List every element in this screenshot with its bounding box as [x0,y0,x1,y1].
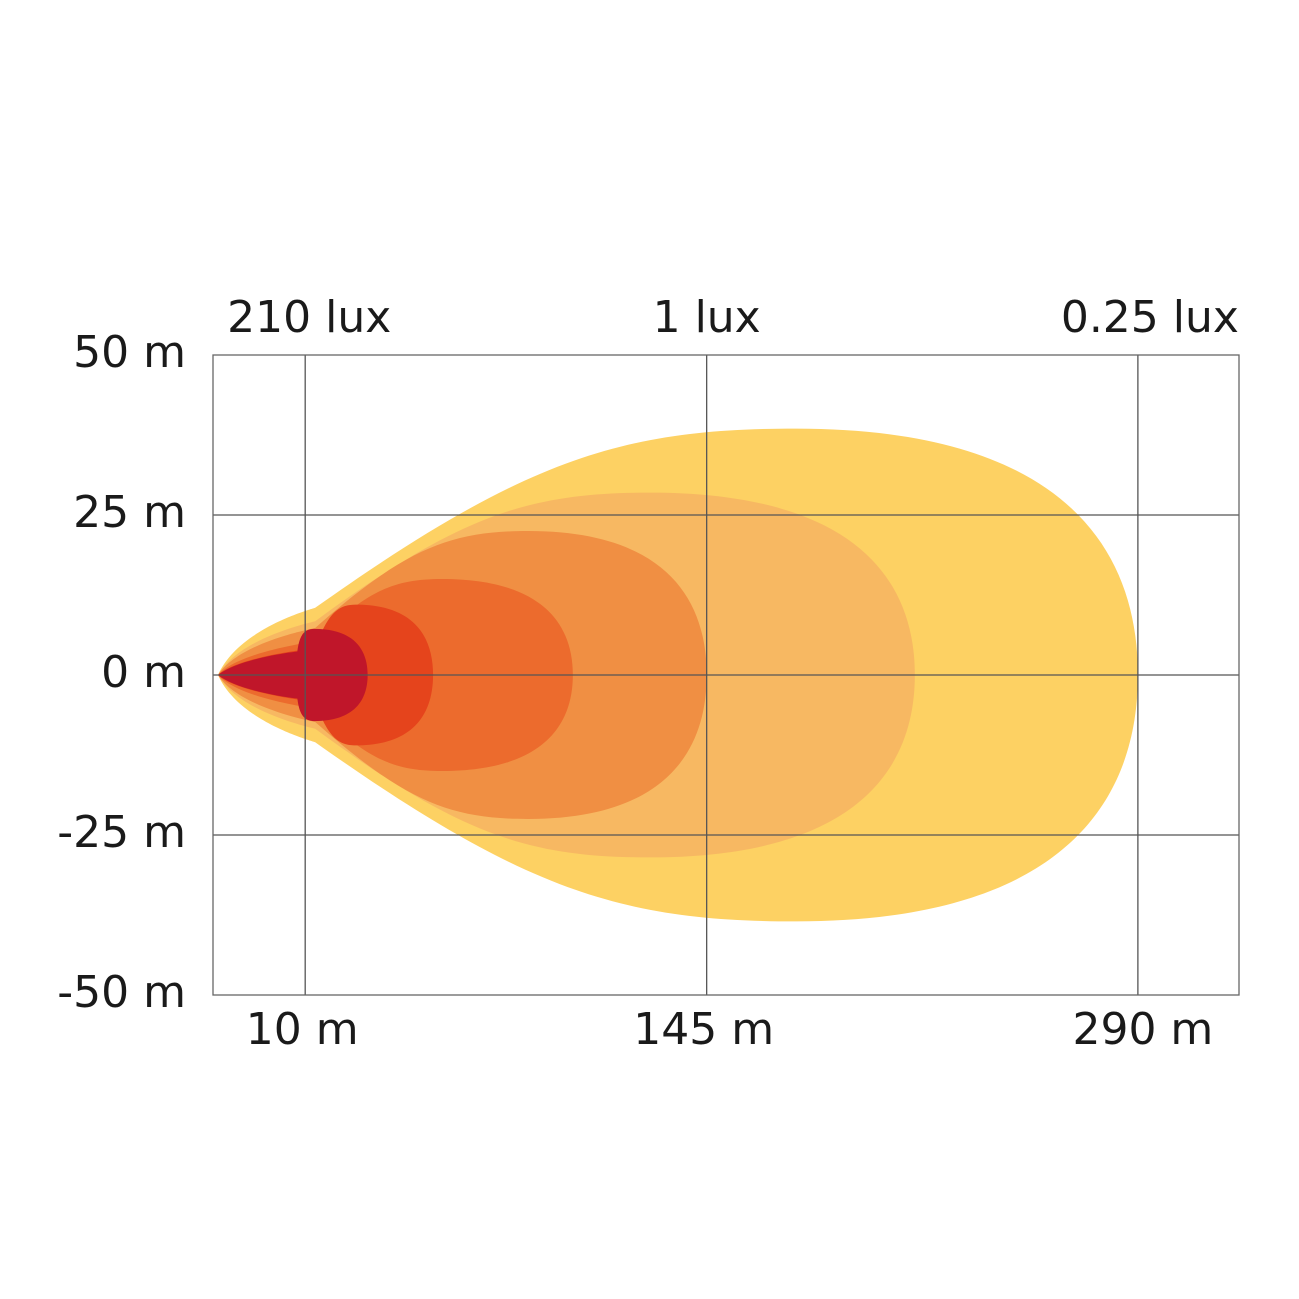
y-tick-label-25: 25 m [73,487,186,538]
y-tick-label-50: 50 m [73,327,186,378]
y-tick-label-0: 0 m [101,647,186,698]
x-tick-label-290: 290 m [1072,1004,1213,1055]
plot-frame [212,354,1240,996]
lux-label-1: 1 lux [653,292,761,343]
gridlines [213,355,1239,995]
y-tick-label-neg25: -25 m [57,807,186,858]
x-tick-label-145: 145 m [633,1004,774,1055]
y-tick-label-neg50: -50 m [57,967,186,1018]
lux-label-0-25: 0.25 lux [1061,292,1239,343]
lux-label-210: 210 lux [227,292,391,343]
x-tick-label-10: 10 m [246,1004,359,1055]
